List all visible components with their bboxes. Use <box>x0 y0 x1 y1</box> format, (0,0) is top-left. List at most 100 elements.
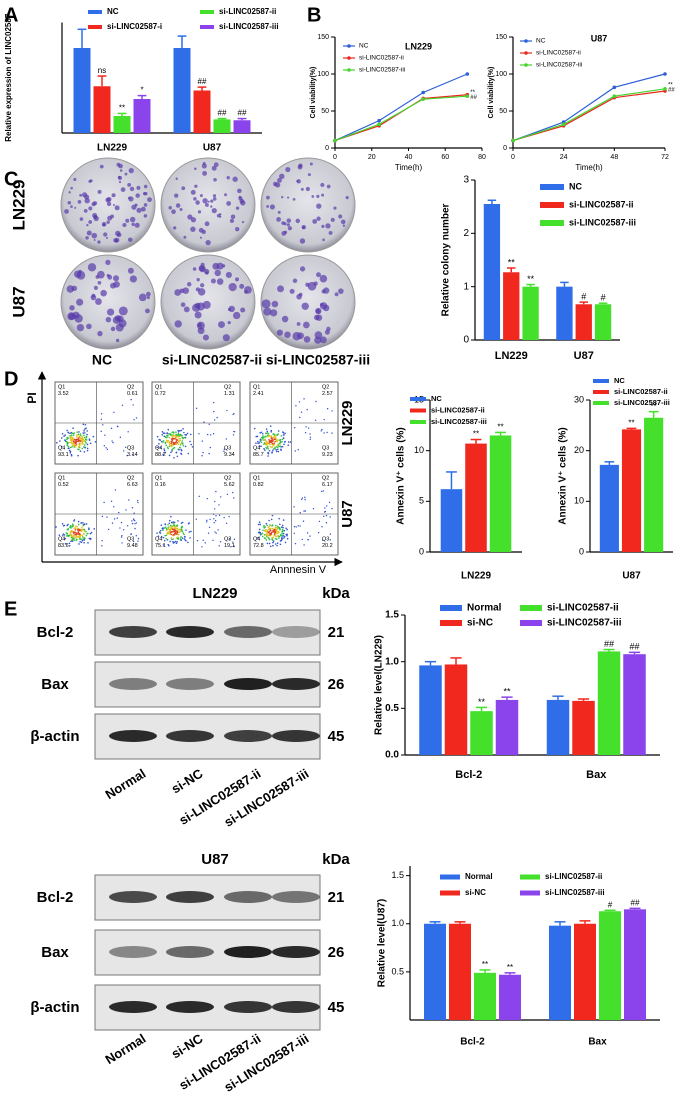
event <box>275 439 278 442</box>
event <box>176 435 179 438</box>
event <box>166 441 168 443</box>
event <box>309 436 312 439</box>
event <box>101 515 104 518</box>
legend-label: si-LINC02587-ii <box>536 50 581 57</box>
event <box>284 541 287 544</box>
event <box>171 448 174 451</box>
protein-label: Bax <box>41 944 69 961</box>
colony <box>281 315 289 323</box>
event <box>67 437 70 439</box>
colony <box>340 219 346 225</box>
y-tick-label: 100 <box>495 71 507 78</box>
x-tick-label: U87 <box>622 571 641 582</box>
bar <box>522 286 539 340</box>
colony <box>287 226 293 231</box>
event <box>134 523 136 525</box>
colony <box>289 288 295 294</box>
colony <box>312 219 318 224</box>
event <box>111 522 114 524</box>
event <box>72 532 75 535</box>
legend-swatch <box>200 10 214 14</box>
event <box>228 515 230 518</box>
bar <box>624 909 646 1020</box>
event <box>331 432 333 434</box>
band <box>166 730 214 742</box>
event <box>68 534 70 537</box>
line <box>512 73 666 142</box>
event <box>279 441 282 444</box>
event <box>64 439 67 442</box>
event <box>100 430 102 433</box>
event <box>172 431 175 433</box>
x-tick-label: LN229 <box>495 350 528 362</box>
event <box>232 541 234 543</box>
event <box>122 450 125 452</box>
x-tick-label: 0 <box>333 154 337 161</box>
event <box>168 436 171 439</box>
colony <box>69 305 75 311</box>
event <box>77 533 79 535</box>
quadrant-value: 72.8 <box>253 543 264 549</box>
colony <box>281 231 287 236</box>
event <box>285 527 287 530</box>
event <box>86 433 88 436</box>
y-tick-label: 2 <box>463 228 469 239</box>
legend-label: si-LINC02587-iii <box>359 67 405 74</box>
quadrant-name: Q1 <box>58 384 65 390</box>
event <box>80 522 83 524</box>
event <box>267 451 269 454</box>
event <box>161 434 164 436</box>
event <box>166 432 169 435</box>
event <box>101 540 103 542</box>
event <box>105 447 107 449</box>
event <box>69 432 71 435</box>
colony <box>127 182 132 187</box>
colony <box>199 236 202 239</box>
kda-label: 45 <box>328 728 345 745</box>
colony <box>194 167 197 170</box>
event <box>121 404 124 406</box>
event <box>164 523 167 526</box>
event <box>84 432 86 434</box>
quadrant-value: 85.7 <box>253 452 264 458</box>
event <box>187 541 189 544</box>
event <box>165 537 167 540</box>
event <box>268 519 270 522</box>
x-tick-label: U87 <box>203 143 222 154</box>
event <box>66 534 69 537</box>
colony <box>143 214 148 218</box>
event <box>261 432 264 435</box>
colony <box>105 316 112 323</box>
event <box>66 444 69 447</box>
colony <box>213 177 217 182</box>
event <box>178 430 181 432</box>
event <box>85 523 88 525</box>
colony <box>84 194 90 200</box>
event <box>306 408 308 411</box>
colony <box>319 336 327 344</box>
event <box>163 539 166 542</box>
colony <box>97 330 103 337</box>
event <box>271 446 273 449</box>
event <box>312 507 315 510</box>
colony <box>97 189 102 194</box>
event <box>277 530 279 533</box>
x-tick-label: U87 <box>574 350 594 362</box>
event <box>178 435 180 438</box>
event <box>279 523 281 526</box>
event <box>304 432 307 434</box>
legend-swatch <box>593 379 609 383</box>
colony <box>301 302 309 310</box>
bar <box>449 923 471 1020</box>
colony <box>76 323 85 332</box>
event <box>259 532 261 535</box>
quadrant-name: Q1 <box>253 384 260 390</box>
legend-swatch <box>540 220 564 226</box>
panel-letter: C <box>4 168 18 190</box>
legend-label: NC <box>359 43 369 50</box>
bar <box>133 99 151 133</box>
colony <box>279 173 285 180</box>
event <box>261 532 264 534</box>
event <box>304 498 306 501</box>
event <box>270 431 273 433</box>
